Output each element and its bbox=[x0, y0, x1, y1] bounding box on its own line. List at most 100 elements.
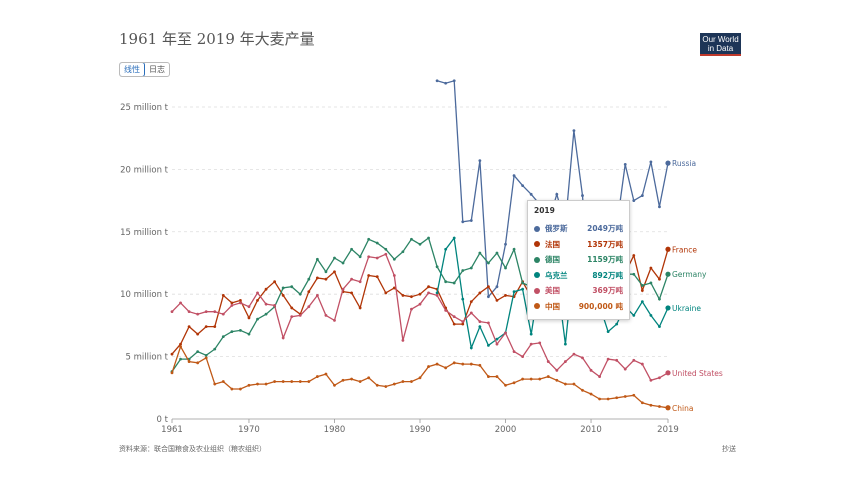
data-point bbox=[504, 266, 507, 270]
data-point bbox=[623, 367, 627, 371]
data-point bbox=[418, 302, 422, 306]
series-end-label: Russia bbox=[672, 159, 696, 168]
data-point bbox=[495, 375, 499, 378]
data-point bbox=[230, 330, 234, 334]
data-point bbox=[333, 383, 336, 387]
series-end-marker bbox=[665, 160, 671, 166]
tooltip-year: 2019 bbox=[534, 206, 555, 215]
data-point bbox=[521, 184, 525, 187]
data-point bbox=[367, 274, 371, 277]
data-point bbox=[538, 377, 542, 381]
data-point bbox=[367, 376, 371, 380]
tooltip-series-name: 中国 bbox=[545, 301, 560, 311]
data-point bbox=[307, 380, 311, 383]
data-point bbox=[649, 403, 653, 407]
data-point bbox=[504, 242, 507, 246]
data-point bbox=[512, 174, 516, 178]
data-point bbox=[546, 375, 550, 378]
data-point bbox=[256, 291, 259, 295]
data-point bbox=[452, 79, 456, 83]
data-point bbox=[572, 382, 576, 386]
tooltip-series-name: 乌克兰 bbox=[545, 270, 568, 280]
data-point bbox=[469, 346, 473, 350]
tooltip-series-value: 892万吨 bbox=[592, 270, 623, 280]
data-point bbox=[281, 380, 285, 383]
data-point bbox=[444, 280, 448, 284]
data-point bbox=[239, 328, 242, 332]
data-point bbox=[452, 281, 456, 285]
data-point bbox=[658, 376, 661, 380]
data-point bbox=[290, 380, 294, 383]
data-point bbox=[452, 322, 456, 326]
data-point bbox=[469, 300, 473, 304]
series-end-label: Ukraine bbox=[672, 304, 701, 313]
data-point bbox=[401, 294, 405, 297]
series-color-dot bbox=[534, 256, 540, 263]
owid-logo[interactable]: Our World in Data bbox=[700, 33, 741, 56]
data-point bbox=[204, 325, 208, 329]
data-point bbox=[392, 274, 396, 277]
data-point bbox=[401, 380, 405, 383]
data-point bbox=[333, 256, 336, 260]
x-tick-label: 2000 bbox=[495, 425, 517, 435]
y-tick-label: 15 million t bbox=[120, 228, 169, 238]
data-point bbox=[187, 360, 191, 363]
data-point bbox=[221, 335, 225, 339]
scale-toggle: 线性 日志 bbox=[119, 62, 170, 77]
data-point bbox=[187, 310, 191, 314]
data-point bbox=[358, 306, 362, 310]
data-point bbox=[435, 294, 439, 297]
data-point bbox=[298, 314, 302, 317]
data-point bbox=[367, 255, 371, 259]
y-tick-label: 10 million t bbox=[120, 290, 169, 300]
logo-line-1: Our World bbox=[702, 35, 739, 44]
log-scale-button[interactable]: 日志 bbox=[149, 65, 165, 74]
tooltip-series-value: 1357万吨 bbox=[587, 239, 623, 249]
data-point bbox=[487, 321, 490, 325]
data-point bbox=[427, 285, 430, 289]
data-point bbox=[469, 362, 473, 366]
data-point bbox=[461, 362, 465, 366]
data-point bbox=[247, 316, 251, 320]
data-point bbox=[640, 300, 644, 304]
data-point bbox=[264, 312, 268, 316]
data-point bbox=[504, 383, 507, 387]
data-point bbox=[435, 291, 439, 295]
data-point bbox=[204, 353, 208, 357]
share-link[interactable]: 抄送 bbox=[722, 445, 736, 453]
data-point bbox=[469, 311, 473, 315]
data-point bbox=[256, 299, 259, 302]
data-point bbox=[350, 291, 353, 295]
data-point bbox=[179, 342, 182, 346]
data-point bbox=[504, 331, 507, 335]
data-point bbox=[538, 341, 542, 345]
data-point bbox=[444, 309, 448, 312]
data-point bbox=[640, 362, 644, 366]
data-point bbox=[572, 129, 576, 133]
data-point bbox=[487, 295, 490, 299]
data-point bbox=[581, 388, 584, 392]
data-point bbox=[307, 305, 311, 309]
data-point bbox=[504, 294, 507, 297]
data-point bbox=[350, 247, 353, 251]
series-color-dot bbox=[534, 287, 540, 294]
data-point bbox=[606, 397, 610, 401]
data-point bbox=[315, 294, 319, 297]
data-point bbox=[632, 358, 636, 362]
data-point bbox=[512, 350, 516, 353]
data-point bbox=[324, 277, 328, 281]
y-tick-label: 0 t bbox=[157, 415, 169, 425]
data-point bbox=[290, 306, 294, 310]
data-point bbox=[315, 375, 319, 378]
data-point bbox=[358, 280, 362, 284]
data-point bbox=[495, 285, 499, 289]
data-point bbox=[375, 256, 379, 260]
data-point bbox=[512, 381, 516, 385]
data-point bbox=[170, 310, 174, 314]
data-point bbox=[487, 375, 490, 378]
data-point bbox=[615, 396, 619, 400]
data-point bbox=[247, 305, 251, 309]
tooltip-row: 德国 1159万吨 bbox=[534, 252, 623, 268]
linear-scale-button[interactable]: 线性 bbox=[120, 63, 145, 76]
